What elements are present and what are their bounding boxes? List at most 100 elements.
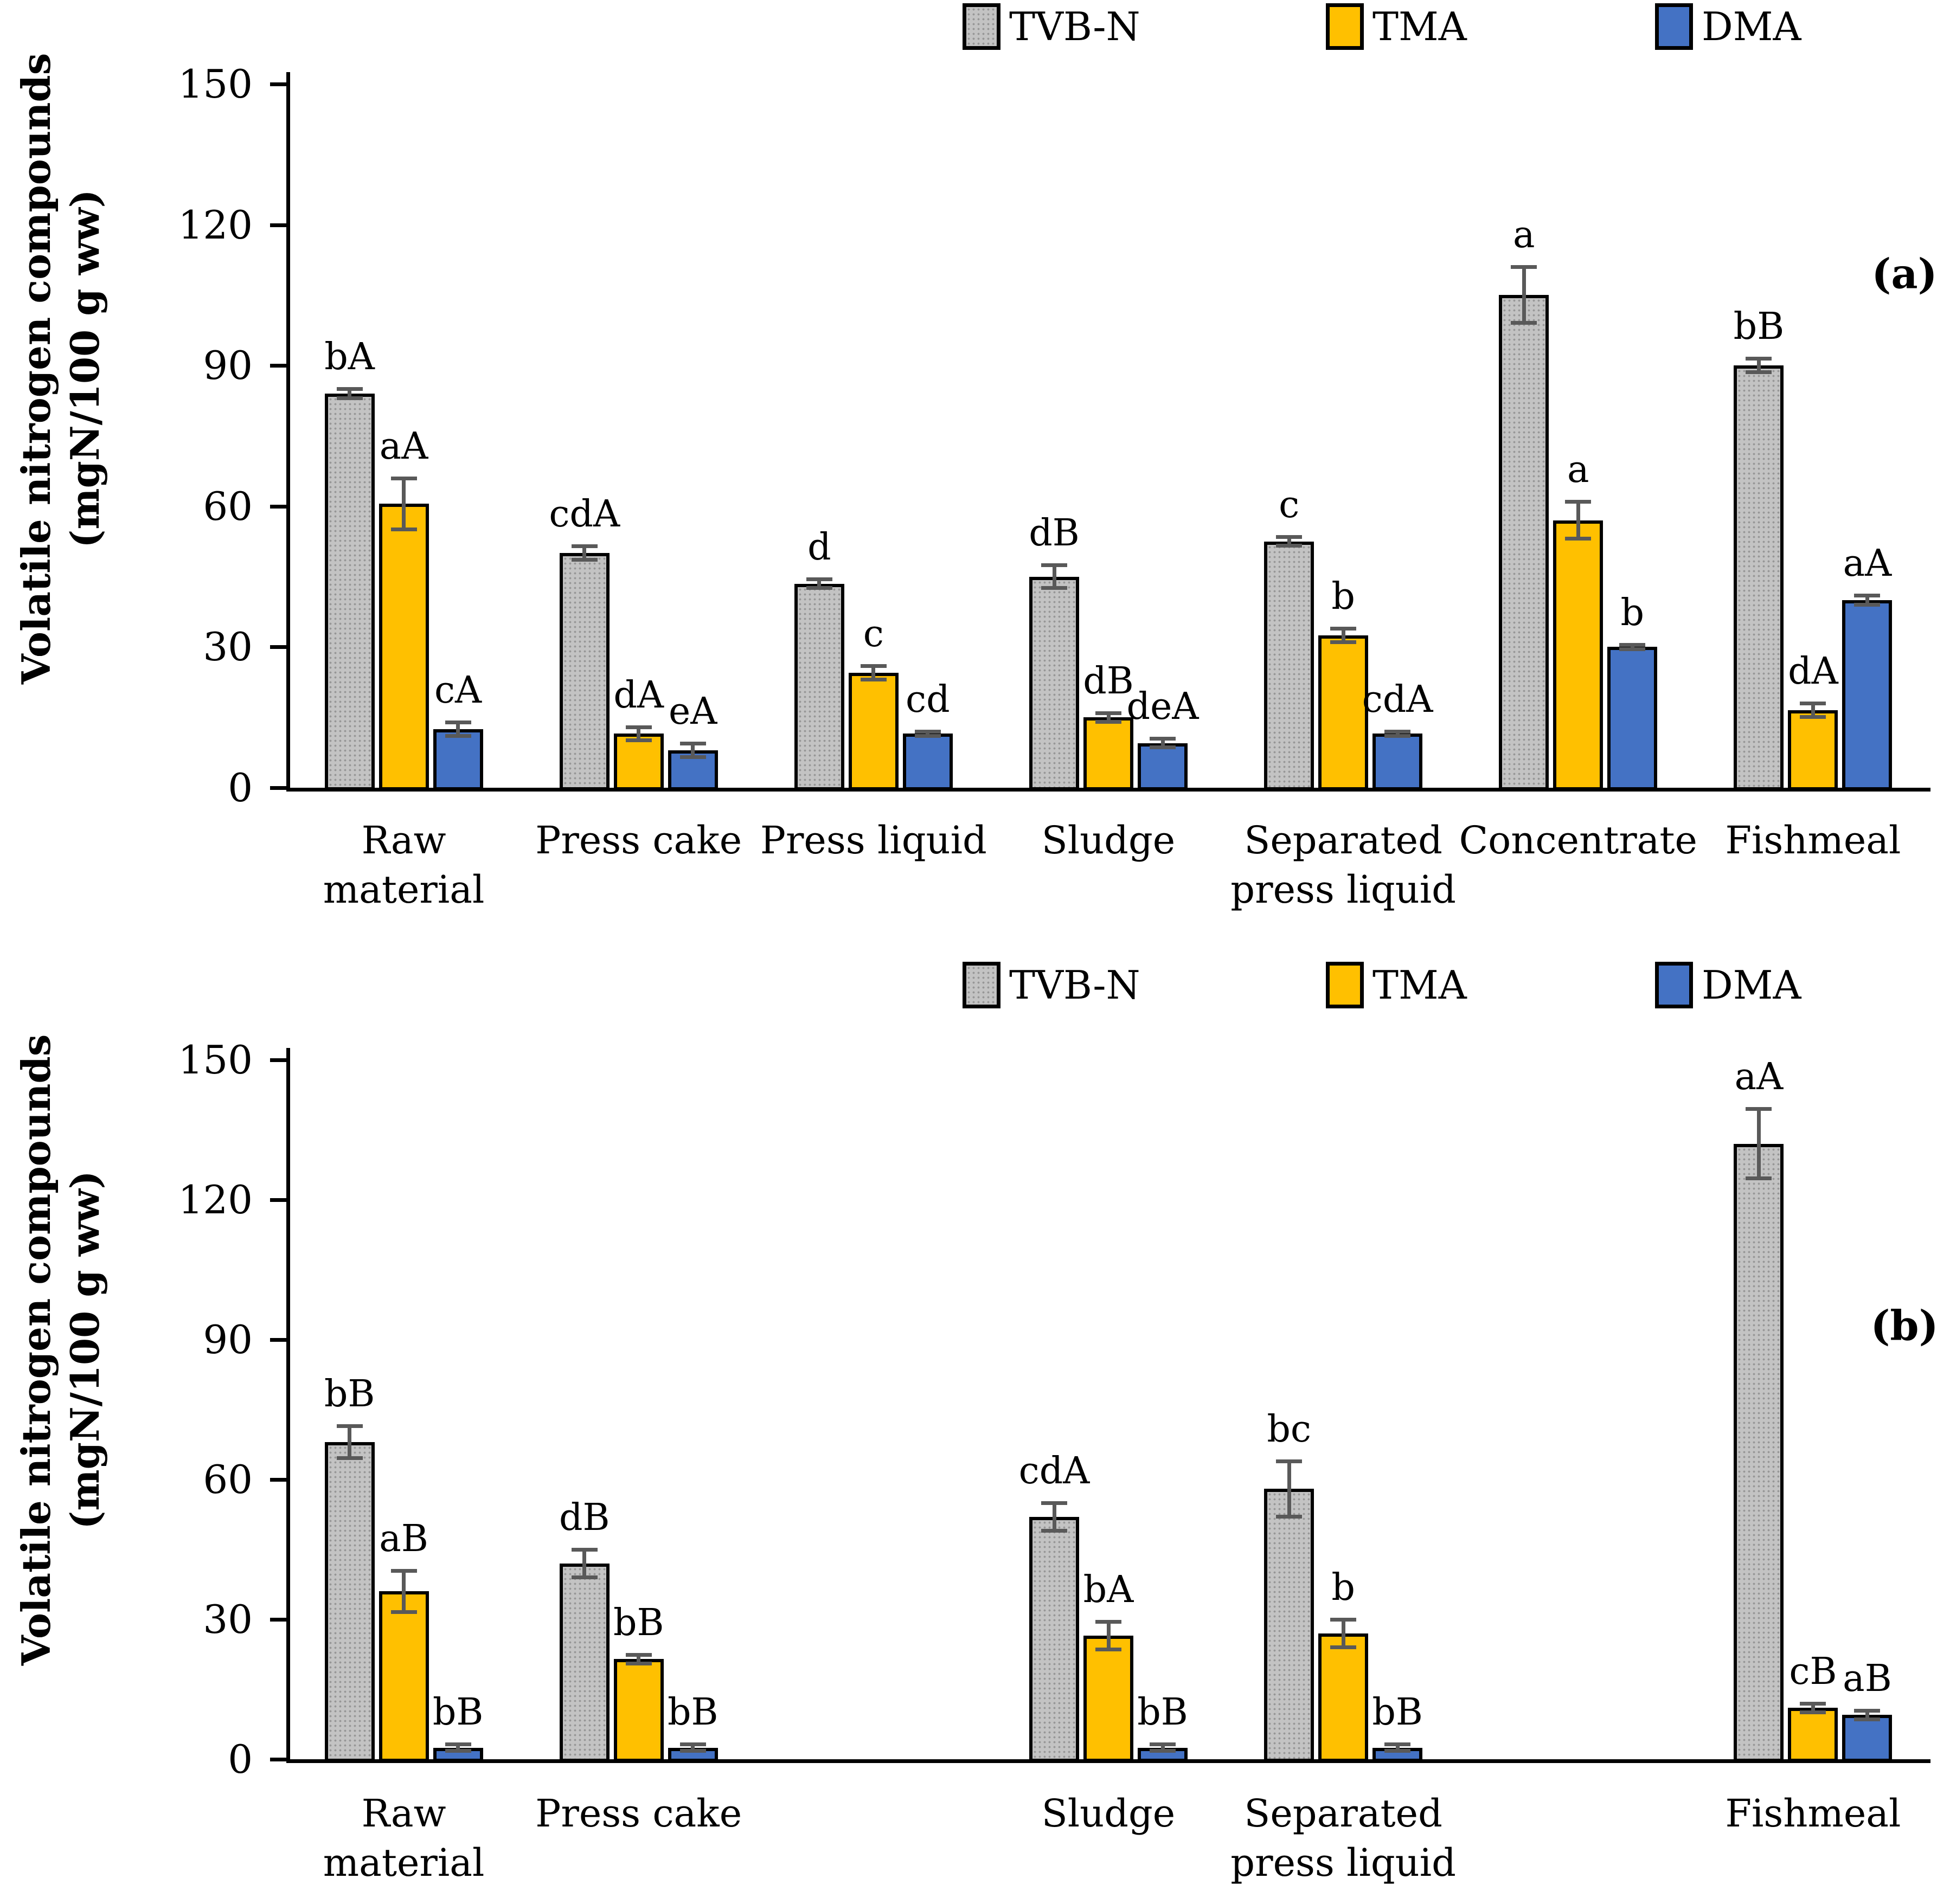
error-bar-cap [1384,1742,1411,1746]
bar-tma [1318,635,1369,790]
y-tick-label: 150 [178,61,253,107]
legend-item-tvb-n: TVB-N [963,3,1140,50]
significance-label: a [1567,448,1589,492]
error-bar-cap [1330,1645,1357,1649]
bar-tvb-n [559,553,610,790]
error-bar-cap [679,1749,706,1753]
error-bar-cap [1854,1717,1881,1721]
bar-tvb-n [324,394,375,790]
bar-tvb-n [794,583,844,790]
legend-item-tvb-n: TVB-N [963,962,1140,1008]
legend-swatch-tma-icon [1326,3,1364,50]
error-bar-cap [390,1568,417,1573]
error-bar-line [1052,564,1056,589]
significance-label: cA [434,668,482,712]
bar-tvb-n [1029,576,1079,790]
legend-label: TVB-N [1009,4,1140,49]
category-label: Raw material [323,1791,485,1885]
category-label: Separated press liquid [1230,1791,1456,1885]
bar-tvb-n [324,1442,375,1762]
legend-swatch-dma-icon [1655,3,1693,50]
error-bar-line [637,1654,641,1664]
error-bar-cap [445,1742,471,1746]
panel-letter-a: (a) [1871,249,1937,298]
bar-tma [379,504,429,790]
bar-tma [379,1591,429,1762]
error-bar-cap [1854,602,1881,607]
y-tick-mark [270,1058,286,1062]
significance-label: b [1331,1566,1355,1609]
legend-item-tma: TMA [1326,962,1467,1008]
error-bar-cap [390,528,417,532]
error-bar-line [582,1549,587,1578]
error-bar-cap [1384,734,1411,738]
bar-tma [613,1659,664,1762]
y-tick-label: 0 [228,1736,253,1782]
y-tick-label: 60 [203,483,253,529]
legend-item-tma: TMA [1326,3,1467,50]
bar-dma [1842,1715,1893,1762]
y-tick-label: 120 [178,202,253,248]
legend-label: TMA [1372,962,1467,1008]
significance-label: bB [432,1690,484,1734]
legend-item-dma: DMA [1655,3,1801,50]
error-bar-cap [625,738,652,743]
category-label: Raw material [323,818,485,912]
error-bar-cap [336,1424,363,1429]
error-bar-line [1341,628,1345,642]
error-bar-line [1395,731,1400,736]
significance-label: dA [613,673,664,717]
error-bar-line [1865,595,1869,605]
error-bar-cap [1800,715,1826,719]
error-bar-cap [679,1742,706,1746]
error-bar-cap [1854,1708,1881,1713]
significance-label: a [1513,214,1535,257]
error-bar-cap [1276,544,1303,548]
y-tick-mark [270,223,286,227]
significance-label: aA [379,424,428,468]
y-tick-label: 90 [203,1317,253,1362]
error-bar-line [1756,358,1761,373]
significance-label: bB [667,1690,719,1734]
error-bar-cap [914,734,941,738]
category-label: Fishmeal [1725,1791,1901,1836]
error-bar-cap [1800,1710,1826,1714]
category-label: Press liquid [760,818,987,863]
error-bar-cap [1746,370,1772,375]
bar-tma [1083,717,1133,790]
error-bar-line [1106,712,1111,722]
error-bar-cap [1095,719,1121,724]
error-bar-cap [860,664,887,668]
error-bar-line [926,731,930,736]
error-bar-line [1576,501,1580,539]
significance-label: c [1279,484,1300,527]
error-bar-line [456,722,460,736]
error-bar-cap [1095,711,1121,715]
legend-item-dma: DMA [1655,962,1801,1008]
error-bar-cap [1746,1107,1772,1111]
error-bar-cap [1041,1528,1067,1533]
error-bar-line [1395,1744,1400,1752]
bar-tma [1788,1708,1838,1762]
significance-label: cdA [549,493,620,536]
error-bar-line [1160,1744,1165,1752]
error-bar-line [1865,1710,1869,1720]
error-bar-cap [1276,535,1303,539]
error-bar-cap [1150,1742,1176,1746]
error-bar-cap [1330,626,1357,631]
error-bar-cap [1330,1618,1357,1622]
y-tick-mark [270,504,286,509]
error-bar-cap [1384,730,1411,734]
category-label: Sludge [1041,818,1176,863]
y-axis-line-a [286,72,290,792]
category-label: Concentrate [1459,818,1697,863]
y-axis-title-panel-a: Volatile nitrogen compounds (mgN/100 g w… [12,53,110,685]
significance-label: bA [1083,1568,1134,1612]
error-bar-line [691,1744,695,1752]
x-axis-line-a [286,788,1930,792]
legend-swatch-dma-icon [1655,962,1693,1008]
y-tick-mark [270,1198,286,1202]
error-bar-cap [1095,1620,1121,1624]
error-bar-cap [1800,702,1826,706]
bar-tma [1788,710,1838,790]
